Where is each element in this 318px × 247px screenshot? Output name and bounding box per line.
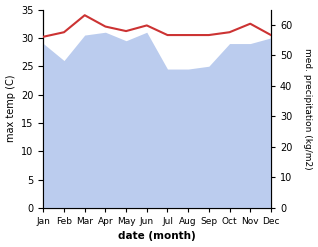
X-axis label: date (month): date (month) [118,231,196,242]
Y-axis label: med. precipitation (kg/m2): med. precipitation (kg/m2) [303,48,313,169]
Y-axis label: max temp (C): max temp (C) [5,75,16,143]
